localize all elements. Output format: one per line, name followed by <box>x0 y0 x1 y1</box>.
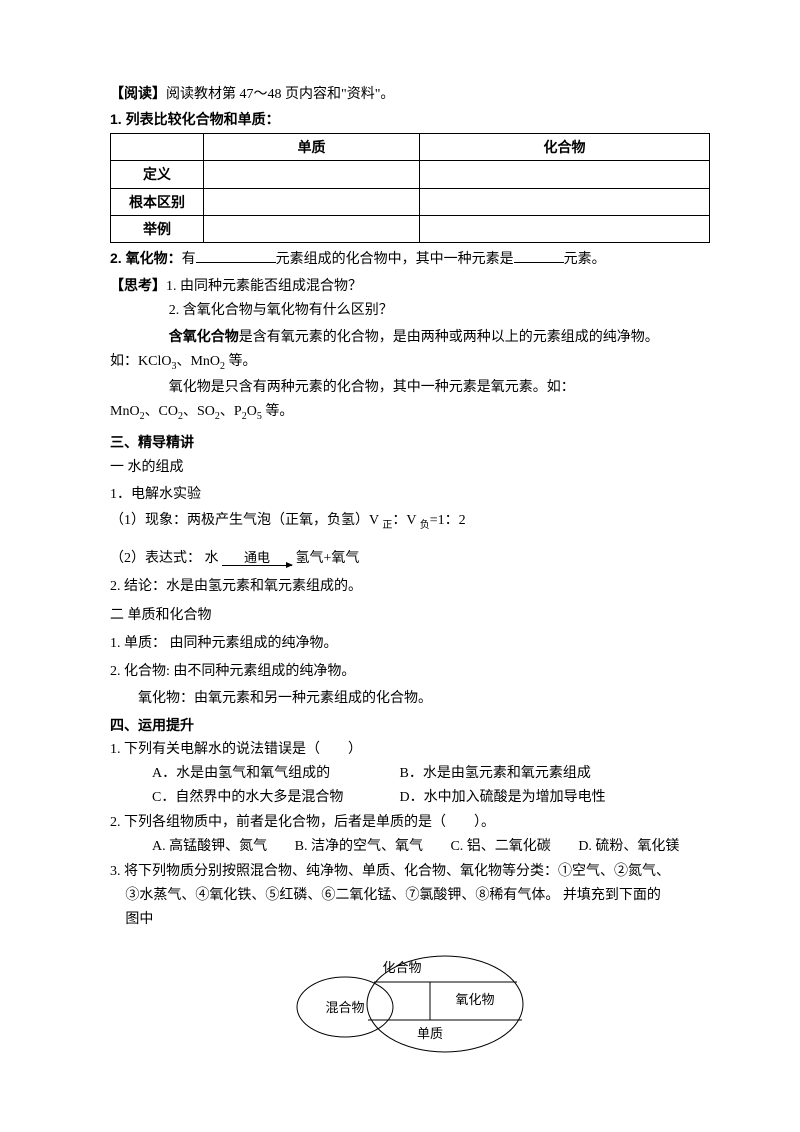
q1-row1: A．水是由氢气和氧气组成的 B．水是由氢元素和氧元素组成 <box>110 763 710 785</box>
s3-p6: 二 单质和化合物 <box>110 605 710 627</box>
q1b[interactable]: B．水是由氢元素和氧元素组成 <box>400 763 591 785</box>
compare-table: 单质 化合物 定义 根本区别 举例 <box>110 133 710 244</box>
q2: 2. 下列各组物质中，前者是化合物，后者是单质的是（ ）。 <box>110 812 710 834</box>
sec2-post: 元素。 <box>564 252 606 267</box>
diag-comp: 化合物 <box>382 960 421 975</box>
reading-label: 【阅读】 <box>110 85 166 101</box>
q3c: 图中 <box>110 909 710 931</box>
sec2-title: 2. 氧化物： <box>110 250 182 266</box>
eg1: 如：KClO3、MnO2 等。 <box>110 351 710 375</box>
q2c[interactable]: C. 铝、二氧化碳 <box>450 836 550 858</box>
ans1a: 含氧化合物 <box>169 328 239 344</box>
q2-opts: A. 高锰酸钾、氮气 B. 洁净的空气、氧气 C. 铝、二氧化碳 D. 硫粉、氧… <box>110 836 710 858</box>
q1a[interactable]: A．水是由氢气和氧气组成的 <box>152 763 372 785</box>
sec3-title: 三、精导精讲 <box>110 431 710 453</box>
q3b: ③水蒸气、④氧化铁、⑤红磷、⑥二氧化锰、⑦氯酸钾、⑧稀有气体。 并填充到下面的 <box>110 885 710 907</box>
diag-mix: 混合物 <box>325 1000 364 1015</box>
q3a: 3. 将下列物质分别按照混合物、纯净物、单质、化合物、氧化物等分类：①空气、②氮… <box>110 861 710 883</box>
q2b[interactable]: B. 洁净的空气、氧气 <box>295 836 423 858</box>
think-q1: 1. 由同种元素能否组成混合物？ <box>166 279 362 294</box>
s3-p3: （1）现象：两极产生气泡（正氧，负氢）V 正：V 负=1：2 <box>110 510 710 534</box>
think-label: 【思考】 <box>110 277 166 293</box>
diag-simple: 单质 <box>417 1026 443 1041</box>
s3-p5: 2. 结论：水是由氢元素和氧元素组成的。 <box>110 576 710 598</box>
ans1b: 是含有氧元素的化合物，是由两种或两种以上的元素组成的纯净物。 <box>239 330 659 345</box>
reading-text: 阅读教材第 47～48 页内容和"资料"。 <box>166 87 394 102</box>
row-eg: 举例 <box>111 215 204 242</box>
s3-p8: 2. 化合物: 由不同种元素组成的纯净物。 <box>110 661 710 683</box>
think-q2: 2. 含氧化合物与氧化物有什么区别？ <box>110 300 710 322</box>
q1c[interactable]: C．自然界中的水大多是混合物 <box>152 787 372 809</box>
sec4-title: 四、运用提升 <box>110 714 710 736</box>
col-huahewu: 化合物 <box>420 133 710 160</box>
s3-p2: 1．电解水实验 <box>110 484 710 506</box>
col-danzhi: 单质 <box>204 133 420 160</box>
venn-diagram: 混合物 化合物 氧化物 单质 <box>110 942 710 1070</box>
sec2-pre: 有 <box>182 252 196 267</box>
row-def: 定义 <box>111 161 204 188</box>
s3-p9: 氧化物：由氧元素和另一种元素组成的化合物。 <box>110 688 710 710</box>
q2d[interactable]: D. 硫粉、氧化镁 <box>578 836 679 858</box>
arrow-icon: 通电 <box>222 551 292 566</box>
blank-1[interactable] <box>196 248 276 263</box>
sec2-mid: 元素组成的化合物中，其中一种元素是 <box>276 252 514 267</box>
q1-row2: C．自然界中的水大多是混合物 D．水中加入硫酸是为增加导电性 <box>110 787 710 809</box>
q1: 1. 下列有关电解水的说法错误是（ ） <box>110 739 710 761</box>
eg2: MnO2、CO2、SO2、P2O5 等。 <box>110 401 710 425</box>
s3-p4: （2）表达式： 水 通电 氢气+氧气 <box>110 548 710 570</box>
blank-2[interactable] <box>514 248 564 263</box>
sec1-title: 1. 列表比较化合物和单质： <box>110 108 710 130</box>
row-diff: 根本区别 <box>111 188 204 215</box>
q1d[interactable]: D．水中加入硫酸是为增加导电性 <box>400 787 606 809</box>
diag-oxide: 氧化物 <box>455 992 494 1007</box>
s3-p1: 一 水的组成 <box>110 457 710 479</box>
ans2: 氧化物是只含有两种元素的化合物，其中一种元素是氧元素。如： <box>110 377 710 399</box>
q2a[interactable]: A. 高锰酸钾、氮气 <box>152 836 267 858</box>
s3-p7: 1. 单质： 由同种元素组成的纯净物。 <box>110 633 710 655</box>
